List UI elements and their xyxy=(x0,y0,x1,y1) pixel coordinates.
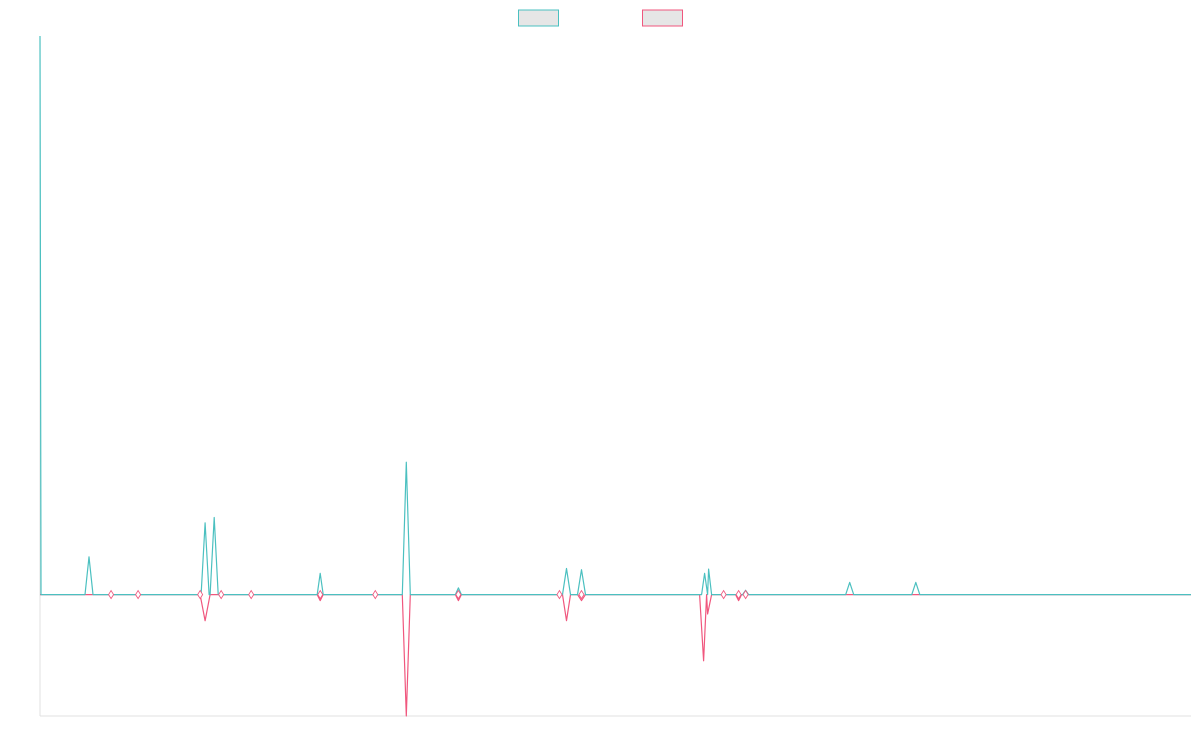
data-point-marker xyxy=(578,589,585,600)
data-point-marker xyxy=(135,589,142,600)
data-point-marker xyxy=(742,589,749,600)
data-point-marker xyxy=(455,589,462,600)
legend-swatch-2 xyxy=(642,9,683,27)
data-point-marker xyxy=(372,589,379,600)
series-line-2 xyxy=(40,594,1191,717)
data-point-marker xyxy=(218,589,225,600)
data-point-marker xyxy=(720,589,727,600)
data-point-marker xyxy=(108,589,115,600)
data-point-marker xyxy=(735,589,742,600)
data-point-marker xyxy=(317,589,324,600)
series-line-1 xyxy=(39,35,1191,596)
data-point-marker xyxy=(197,589,204,600)
data-point-marker xyxy=(248,589,255,600)
data-point-marker xyxy=(556,589,563,600)
legend-swatch-1 xyxy=(518,9,559,27)
